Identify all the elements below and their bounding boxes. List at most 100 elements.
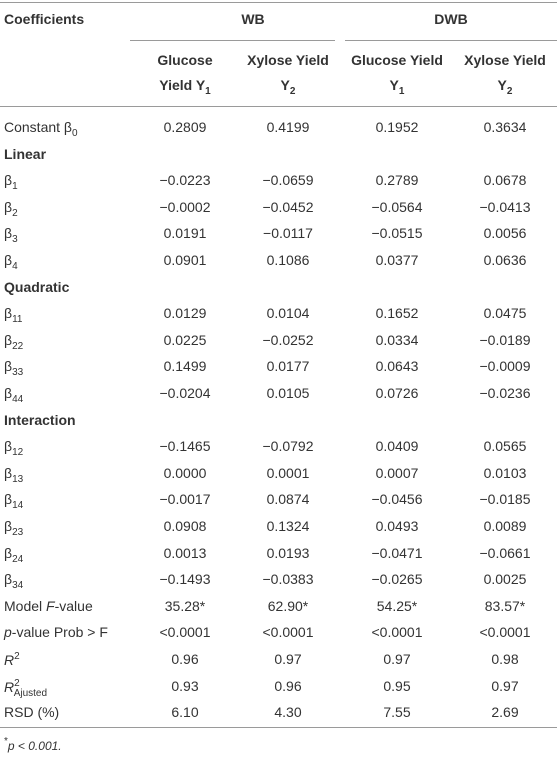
cell-value: 0.0225 <box>163 331 207 348</box>
text-segment: 4 <box>12 261 18 272</box>
group-rule <box>130 40 335 41</box>
header-rule <box>0 106 557 107</box>
cell-value: 0.0678 <box>483 172 527 189</box>
cell-value: 0.3634 <box>483 119 527 135</box>
cell-value: <0.0001 <box>371 624 423 641</box>
text-segment: Glucose Yield <box>351 52 443 68</box>
text-segment: β <box>4 491 13 508</box>
row-label: p-value Prob > F <box>4 624 108 640</box>
cell-value: 0.0475 <box>483 305 527 322</box>
text-segment: Y <box>280 77 290 93</box>
column-header: Y2 <box>281 77 296 97</box>
cell-value: 0.2789 <box>375 172 419 189</box>
bottom-rule <box>0 727 557 728</box>
cell-value: 0.1652 <box>375 305 419 322</box>
row-label: β4 <box>4 252 18 272</box>
cell-value: 0.0177 <box>266 358 310 375</box>
cell-value: 54.25* <box>376 597 418 614</box>
cell-value: −0.0252 <box>262 331 314 348</box>
section-label: Interaction <box>4 411 76 428</box>
cell-value: 0.0726 <box>375 385 419 401</box>
cell-value: 0.93 <box>171 677 199 694</box>
cell-value: −0.0204 <box>159 385 211 401</box>
text-segment: 14 <box>12 500 24 512</box>
cell-value: 0.0104 <box>266 305 310 322</box>
cell-value: 0.0089 <box>483 518 527 534</box>
header-coefficients: Coefficients <box>4 11 85 27</box>
cell-value: 0.0000 <box>163 464 207 481</box>
cell-value: 0.4199 <box>266 119 310 135</box>
cell-value: 83.57* <box>484 597 526 614</box>
text-segment: * <box>4 736 8 747</box>
cell-value: 0.0191 <box>163 225 207 242</box>
cell-value: 0.97 <box>491 677 519 694</box>
cell-value: 0.0874 <box>266 491 310 508</box>
row-label: Constant β0 <box>4 119 78 139</box>
row-label: β2 <box>4 199 18 219</box>
text-segment: 2 <box>506 86 513 97</box>
cell-value: 0.0334 <box>375 331 419 348</box>
cell-value: −0.0009 <box>479 358 531 375</box>
text-segment: β <box>4 225 13 242</box>
column-header: Xylose Yield <box>247 52 329 68</box>
row-label: β12 <box>4 438 23 458</box>
footnote: *p < 0.001. <box>4 736 62 753</box>
cell-value: 0.97 <box>383 651 411 667</box>
cell-value: −0.0017 <box>159 491 211 508</box>
cell-value: 0.0377 <box>375 252 419 268</box>
cell-value: 0.1324 <box>266 518 310 534</box>
cell-value: 0.0103 <box>483 464 527 481</box>
row-label: β22 <box>4 332 23 352</box>
text-segment: β <box>4 252 13 268</box>
cell-value: 0.0908 <box>163 518 207 534</box>
cell-value: −0.0117 <box>263 225 313 242</box>
text-segment: β <box>4 358 13 375</box>
text-segment: -value <box>54 597 93 614</box>
cell-value: 2.69 <box>491 704 519 721</box>
top-rule <box>0 2 557 3</box>
cell-value: 6.10 <box>171 704 199 721</box>
text-segment: Xylose Yield <box>464 52 546 68</box>
cell-value: −0.0515 <box>371 225 423 242</box>
row-label: β44 <box>4 385 23 405</box>
cell-value: −0.0413 <box>479 198 531 215</box>
text-segment: 1 <box>398 86 405 97</box>
column-header: Xylose Yield <box>464 52 546 68</box>
cell-value: −0.0661 <box>479 544 531 561</box>
text-segment: 34 <box>12 580 24 592</box>
cell-value: 0.98 <box>491 651 519 667</box>
cell-value: 7.55 <box>383 704 411 721</box>
section-label: Quadratic <box>4 278 70 295</box>
text-segment: 2 <box>14 677 20 689</box>
text-segment: 23 <box>12 527 24 538</box>
row-label: β3 <box>4 225 18 245</box>
cell-value: 0.0565 <box>483 438 527 455</box>
row-label: β23 <box>4 518 23 538</box>
text-segment: Y <box>497 77 507 93</box>
column-header: Y2 <box>498 77 513 97</box>
row-label: RSD (%) <box>4 704 59 720</box>
text-segment: β <box>4 385 13 401</box>
group-header: WB <box>241 11 265 27</box>
cell-value: −0.1465 <box>159 438 211 455</box>
cell-value: 0.2809 <box>163 119 207 135</box>
cell-value: −0.0564 <box>371 198 423 215</box>
text-segment: β <box>4 571 13 588</box>
cell-value: 0.0409 <box>375 438 419 455</box>
text-segment: β <box>4 305 13 322</box>
cell-value: 0.0105 <box>266 385 310 401</box>
text-segment: -value Prob > F <box>11 624 108 641</box>
text-segment: 33 <box>12 367 24 379</box>
text-segment: Ajusted <box>13 687 48 699</box>
row-label: β13 <box>4 465 23 485</box>
cell-value: 62.90* <box>267 597 309 614</box>
text-segment: 24 <box>12 553 24 565</box>
cell-value: 4.30 <box>274 704 302 721</box>
cell-value: <0.0001 <box>262 624 314 641</box>
cell-value: −0.0265 <box>371 571 423 588</box>
text-segment: 11 <box>12 314 23 326</box>
cell-value: 0.0013 <box>163 544 207 561</box>
text-segment: 0 <box>71 128 78 139</box>
group-rule <box>345 40 557 41</box>
text-segment: 2 <box>14 651 20 662</box>
